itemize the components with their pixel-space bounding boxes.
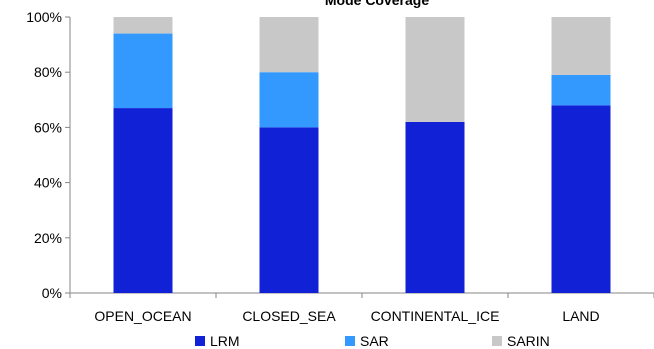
- x-tick-label: LAND: [562, 308, 599, 324]
- x-axis: OPEN_OCEAN CLOSED_SEA CONTINENTAL_ICE LAND: [69, 292, 654, 324]
- y-tick-label: 100%: [26, 9, 62, 25]
- bar-sarin-open_ocean: [113, 17, 173, 34]
- y-axis: 0% 20% 40% 60% 80% 100%: [26, 9, 71, 301]
- x-tick-label: CONTINENTAL_ICE: [371, 308, 500, 324]
- bar-lrm-continental_ice: [405, 121, 465, 293]
- bar-sarin-land: [551, 17, 611, 75]
- bar-lrm-closed_sea: [259, 127, 319, 294]
- y-tick-label: 80%: [34, 64, 62, 80]
- bar-sar-open_ocean: [113, 33, 173, 109]
- bar-sarin-closed_sea: [259, 17, 319, 73]
- x-tick-label: CLOSED_SEA: [242, 308, 336, 324]
- bar-sarin-continental_ice: [405, 17, 465, 122]
- chart-title: Mode Coverage: [325, 0, 429, 8]
- legend-label-sarin: SARIN: [507, 333, 550, 349]
- bar-lrm-land: [551, 105, 611, 293]
- legend-swatch-sarin: [492, 336, 502, 346]
- legend-label-sar: SAR: [360, 333, 389, 349]
- legend-swatch-sar: [345, 336, 355, 346]
- y-tick-label: 0%: [42, 285, 62, 301]
- x-tick-label: OPEN_OCEAN: [94, 308, 191, 324]
- y-tick-label: 60%: [34, 119, 62, 135]
- y-tick-label: 40%: [34, 175, 62, 191]
- bar-lrm-open_ocean: [113, 108, 173, 293]
- bar-sar-closed_sea: [259, 72, 319, 128]
- bars: [113, 17, 611, 294]
- legend-label-lrm: LRM: [210, 333, 240, 349]
- legend: LRM SAR SARIN: [195, 333, 550, 349]
- bar-sar-land: [551, 74, 611, 106]
- legend-swatch-lrm: [195, 336, 205, 346]
- y-tick-label: 20%: [34, 230, 62, 246]
